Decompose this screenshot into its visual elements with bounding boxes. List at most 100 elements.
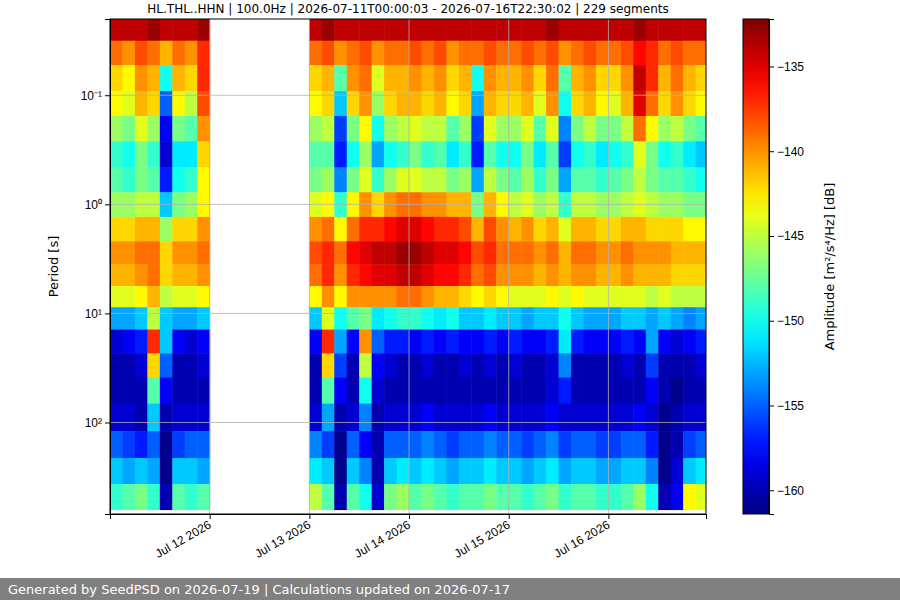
- colorbar-tick-mark: [769, 406, 774, 407]
- heatmap-cell: [322, 330, 335, 354]
- heatmap-cell: [671, 264, 684, 286]
- heatmap-cell: [446, 458, 459, 485]
- heatmap-cell: [185, 192, 198, 217]
- heatmap-cell: [496, 19, 509, 41]
- heatmap-cell: [671, 330, 684, 354]
- colorbar-tick-label: −160: [777, 484, 804, 498]
- heatmap-cell: [322, 378, 335, 405]
- heatmap-cell: [421, 378, 434, 405]
- heatmap-cell: [571, 307, 584, 330]
- heatmap-cell: [658, 241, 671, 265]
- heatmap-cell: [471, 378, 484, 405]
- heatmap-cell: [658, 19, 671, 41]
- heatmap-cell: [658, 286, 671, 308]
- heatmap-cell: [122, 192, 135, 217]
- heatmap-cell: [571, 65, 584, 92]
- y-tick: 10⁻¹: [81, 89, 110, 103]
- heatmap-cell: [646, 378, 659, 405]
- heatmap-cell: [160, 41, 173, 66]
- heatmap-cell: [309, 404, 322, 432]
- heatmap-cell: [646, 307, 659, 330]
- heatmap-cell: [671, 167, 684, 192]
- heatmap-cell: [122, 378, 135, 405]
- heatmap-cell: [135, 307, 148, 330]
- heatmap-cell: [471, 19, 484, 41]
- x-tick-mark: [608, 514, 609, 519]
- heatmap-cell: [334, 307, 347, 330]
- heatmap-cell: [633, 307, 646, 330]
- heatmap-cell: [185, 241, 198, 265]
- heatmap-cell: [658, 141, 671, 168]
- heatmap-cell: [484, 167, 497, 192]
- heatmap-cell: [633, 141, 646, 168]
- heatmap-cell: [421, 141, 434, 168]
- heatmap-cell: [633, 167, 646, 192]
- colorbar-tick: −155: [769, 399, 804, 413]
- heatmap-cell: [372, 353, 385, 378]
- heatmap-cell: [471, 264, 484, 286]
- heatmap-cell: [646, 192, 659, 217]
- heatmap-cell: [309, 41, 322, 66]
- heatmap-cell: [322, 307, 335, 330]
- heatmap-cell: [484, 330, 497, 354]
- heatmap-cell: [496, 431, 509, 458]
- heatmap-cell: [322, 286, 335, 308]
- heatmap-cell: [397, 192, 410, 217]
- heatmap-cell: [496, 330, 509, 354]
- heatmap-cell: [421, 19, 434, 41]
- plot-area: [110, 19, 706, 514]
- heatmap-cell: [334, 41, 347, 66]
- heatmap-cell: [559, 286, 572, 308]
- heatmap-cell: [372, 192, 385, 217]
- heatmap-cell: [384, 19, 397, 41]
- heatmap-cell: [608, 378, 621, 405]
- heatmap-cell: [683, 378, 696, 405]
- heatmap-cell: [671, 217, 684, 242]
- heatmap-cell: [596, 378, 609, 405]
- heatmap-cell: [633, 41, 646, 66]
- y-tick-mark: [105, 204, 110, 205]
- heatmap-cell: [646, 484, 659, 510]
- x-axis: Jul 12 2026Jul 13 2026Jul 14 2026Jul 15 …: [111, 514, 707, 561]
- heatmap-cell: [496, 458, 509, 485]
- heatmap-cell: [359, 431, 372, 458]
- heatmap-cell: [334, 330, 347, 354]
- heatmap-cell: [359, 484, 372, 510]
- heatmap-cell: [646, 286, 659, 308]
- heatmap-cell: [421, 330, 434, 354]
- heatmap-cell: [384, 286, 397, 308]
- heatmap-cell: [596, 167, 609, 192]
- heatmap-cell: [359, 264, 372, 286]
- heatmap-cell: [110, 330, 123, 354]
- grid-line-x: [209, 19, 210, 514]
- heatmap-cell: [172, 167, 185, 192]
- heatmap-cell: [421, 458, 434, 485]
- heatmap-cell: [384, 307, 397, 330]
- heatmap-cell: [596, 141, 609, 168]
- heatmap-cell: [110, 141, 123, 168]
- heatmap-cell: [496, 241, 509, 265]
- heatmap-cell: [446, 286, 459, 308]
- heatmap-cell: [596, 307, 609, 330]
- heatmap-cell: [347, 484, 360, 510]
- heatmap-cell: [334, 217, 347, 242]
- heatmap-cell: [546, 19, 559, 41]
- grid-line-y: [110, 95, 706, 96]
- heatmap-cell: [110, 431, 123, 458]
- heatmap-cell: [347, 141, 360, 168]
- heatmap-cell: [309, 19, 322, 41]
- x-tick-mark: [210, 514, 211, 519]
- heatmap-cell: [583, 167, 596, 192]
- heatmap-cell: [309, 330, 322, 354]
- heatmap-cell: [509, 264, 522, 286]
- heatmap-cell: [397, 353, 410, 378]
- heatmap-cell: [559, 217, 572, 242]
- heatmap-cell: [496, 116, 509, 142]
- y-axis-title: Period [s]: [46, 236, 61, 298]
- heatmap-cell: [571, 241, 584, 265]
- heatmap-cell: [409, 167, 422, 192]
- heatmap-cell: [509, 458, 522, 485]
- grid-line-x: [409, 19, 410, 514]
- heatmap-cell: [172, 286, 185, 308]
- heatmap-cell: [172, 431, 185, 458]
